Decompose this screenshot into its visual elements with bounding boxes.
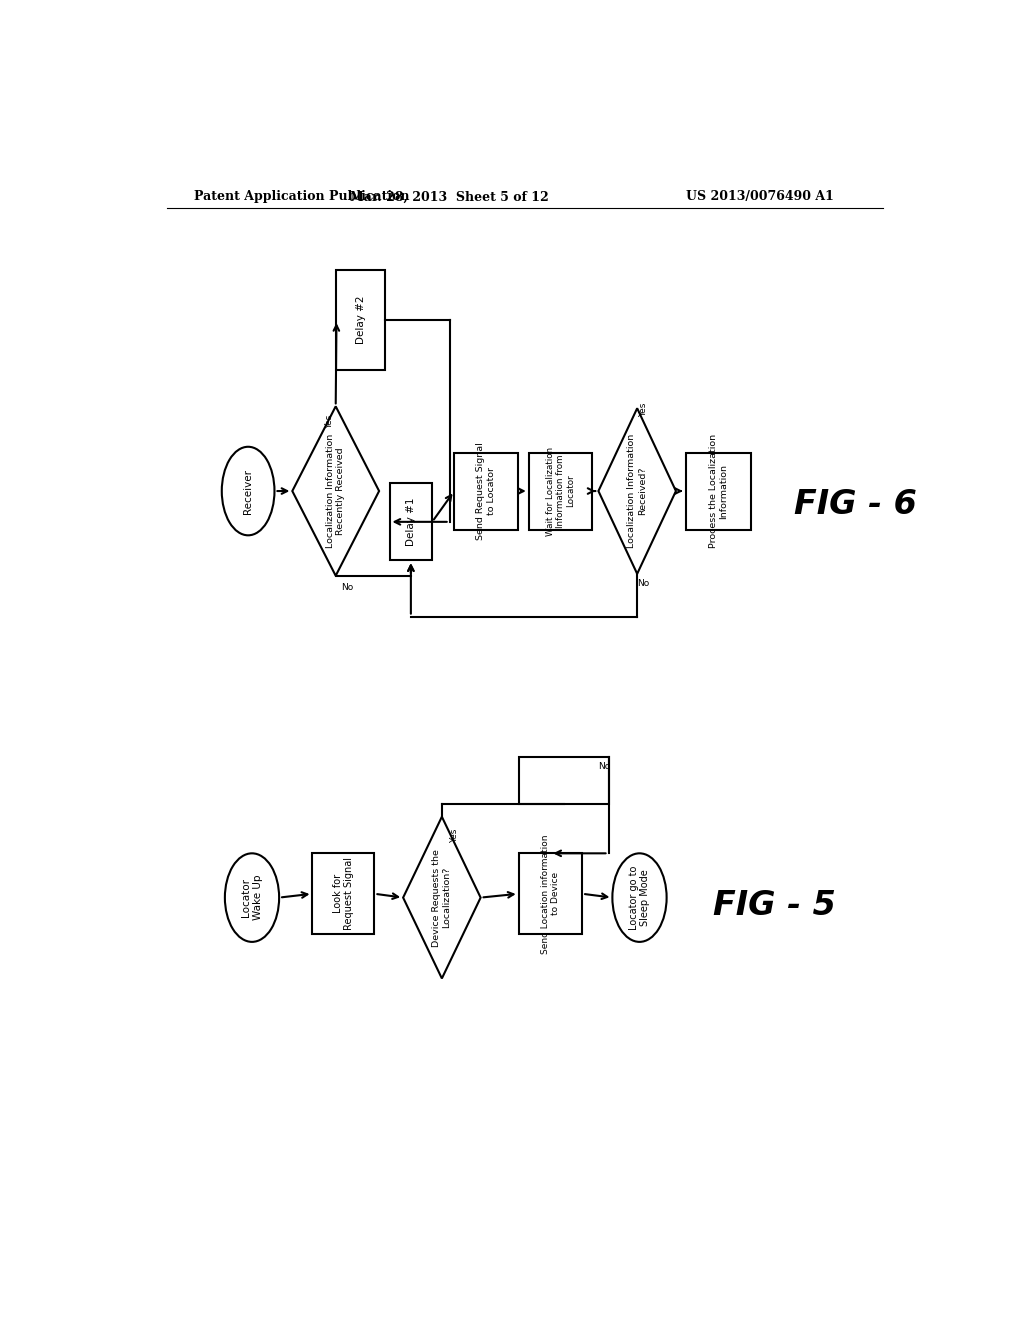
Ellipse shape bbox=[225, 853, 280, 942]
Bar bbox=[312, 853, 375, 935]
Text: Send Location information
to Device: Send Location information to Device bbox=[541, 834, 560, 953]
Bar bbox=[686, 453, 752, 529]
Text: No: No bbox=[341, 583, 353, 591]
Text: Yes: Yes bbox=[325, 414, 334, 429]
Text: Yes: Yes bbox=[450, 829, 459, 843]
Bar bbox=[519, 758, 608, 804]
Text: Device Requests the
Localization?: Device Requests the Localization? bbox=[432, 849, 452, 946]
Bar bbox=[455, 453, 518, 529]
Text: Localization Information
Recently Received: Localization Information Recently Receiv… bbox=[326, 434, 345, 548]
Bar bbox=[528, 453, 592, 529]
Text: Locator go to
Sleep Mode: Locator go to Sleep Mode bbox=[629, 866, 650, 929]
Ellipse shape bbox=[222, 446, 274, 536]
Text: No: No bbox=[637, 579, 649, 587]
Polygon shape bbox=[598, 408, 676, 574]
Text: No: No bbox=[598, 762, 610, 771]
Text: Wait for Localization
Information from
Locator: Wait for Localization Information from L… bbox=[546, 446, 575, 536]
Bar bbox=[337, 271, 385, 370]
Text: Patent Application Publication: Patent Application Publication bbox=[194, 190, 410, 203]
Text: Process the Localization
Information: Process the Localization Information bbox=[709, 434, 728, 548]
Text: Receiver: Receiver bbox=[243, 469, 253, 513]
Text: Delay #2: Delay #2 bbox=[355, 296, 366, 345]
Text: Look for
Request Signal: Look for Request Signal bbox=[333, 857, 354, 931]
Text: Mar. 28, 2013  Sheet 5 of 12: Mar. 28, 2013 Sheet 5 of 12 bbox=[350, 190, 549, 203]
Text: Delay #1: Delay #1 bbox=[406, 498, 416, 546]
Polygon shape bbox=[292, 407, 379, 576]
Text: FIG - 6: FIG - 6 bbox=[795, 488, 918, 521]
Text: Locator
Wake Up: Locator Wake Up bbox=[242, 875, 263, 920]
Ellipse shape bbox=[612, 853, 667, 942]
Text: Send Request Signal
to Locator: Send Request Signal to Locator bbox=[476, 442, 496, 540]
Polygon shape bbox=[403, 817, 480, 978]
Bar bbox=[518, 853, 583, 935]
Text: Localization Information
Received?: Localization Information Received? bbox=[628, 434, 647, 548]
Bar bbox=[389, 483, 432, 561]
Text: FIG - 5: FIG - 5 bbox=[713, 888, 836, 921]
Text: US 2013/0076490 A1: US 2013/0076490 A1 bbox=[686, 190, 834, 203]
Text: Yes: Yes bbox=[639, 403, 648, 417]
